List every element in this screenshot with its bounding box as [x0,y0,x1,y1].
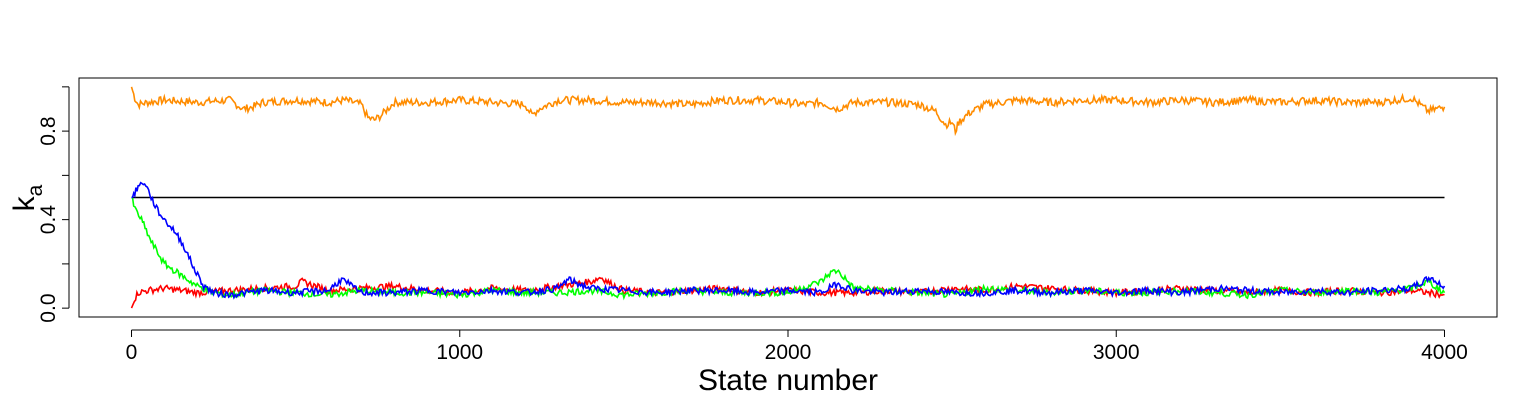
x-tick-label: 2000 [765,341,812,364]
series-layer [130,86,1446,309]
x-tick-label: 1000 [436,341,483,364]
y-tick-label: 0.8 [37,116,60,145]
x-tick-label: 4000 [1421,341,1468,364]
x-tick-label: 0 [126,341,138,364]
x-tick-label: 3000 [1093,341,1140,364]
series-line-4 [131,181,1446,300]
y-axis-title-subscript: a [24,184,47,196]
y-tick-label: 0.4 [37,205,60,235]
y-axis-title: ka [8,184,47,211]
series-line-0 [130,86,1446,137]
series-line-3 [131,196,1446,301]
y-axis-title-main: k [8,195,41,211]
plot-frame [78,77,1498,318]
y-axis: 0.0 0.4 0.8 [37,86,70,323]
y-tick-label: 0.0 [37,293,60,322]
x-axis: 0 1000 2000 3000 4000 [126,329,1468,364]
x-axis-title: State number [698,364,878,397]
